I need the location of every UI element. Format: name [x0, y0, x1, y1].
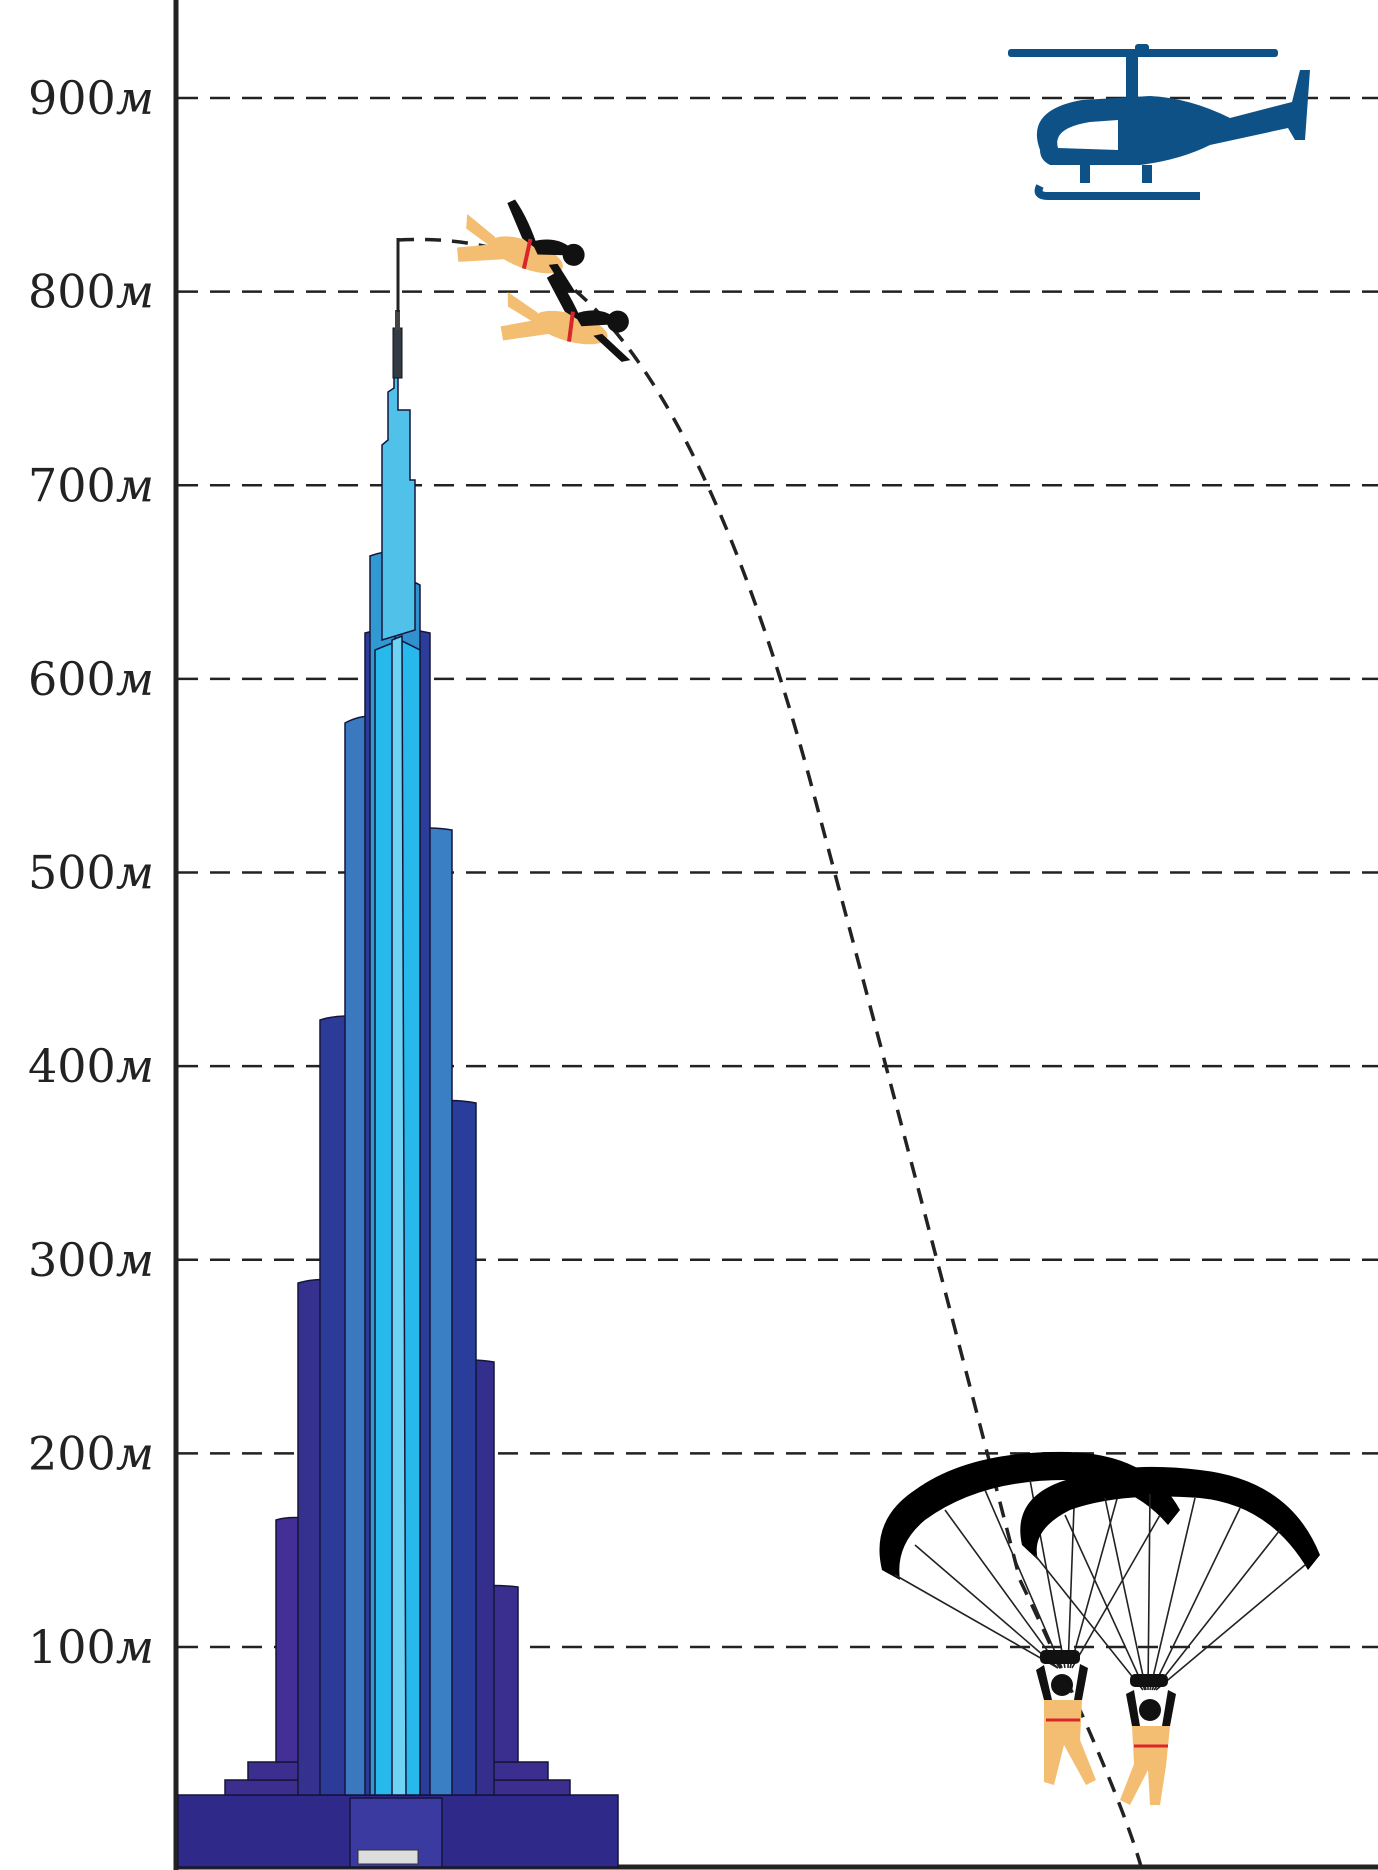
tick-unit: м	[116, 1426, 154, 1480]
tick-label-400: 400м	[28, 1039, 154, 1093]
tick-number: 400	[28, 1039, 116, 1093]
tick-number: 700	[28, 458, 116, 512]
tick-label-500: 500м	[28, 846, 154, 900]
tick-label-600: 600м	[28, 652, 154, 706]
tick-number: 200	[28, 1426, 116, 1480]
tick-number: 100	[28, 1620, 116, 1674]
parachute-icon	[879, 1451, 1320, 1805]
tick-label-200: 200м	[28, 1426, 154, 1480]
tick-unit: м	[116, 265, 154, 319]
tick-label-800: 800м	[28, 265, 154, 319]
tick-unit: м	[116, 71, 154, 125]
tick-number: 600	[28, 652, 116, 706]
tick-number: 800	[28, 265, 116, 319]
skydiver-icon	[457, 199, 631, 362]
tick-label-900: 900м	[28, 71, 154, 125]
tick-unit: м	[116, 1620, 154, 1674]
tick-unit: м	[116, 1233, 154, 1287]
tick-unit: м	[116, 1039, 154, 1093]
tick-label-100: 100м	[28, 1620, 154, 1674]
tick-number: 300	[28, 1233, 116, 1287]
tick-unit: м	[116, 652, 154, 706]
tick-label-300: 300м	[28, 1233, 154, 1287]
tick-label-700: 700м	[28, 458, 154, 512]
tick-unit: м	[116, 846, 154, 900]
tick-number: 900	[28, 71, 116, 125]
skyscraper-icon	[177, 238, 619, 1868]
tick-number: 500	[28, 846, 116, 900]
helicopter-icon	[1008, 44, 1310, 200]
tick-unit: м	[116, 458, 154, 512]
